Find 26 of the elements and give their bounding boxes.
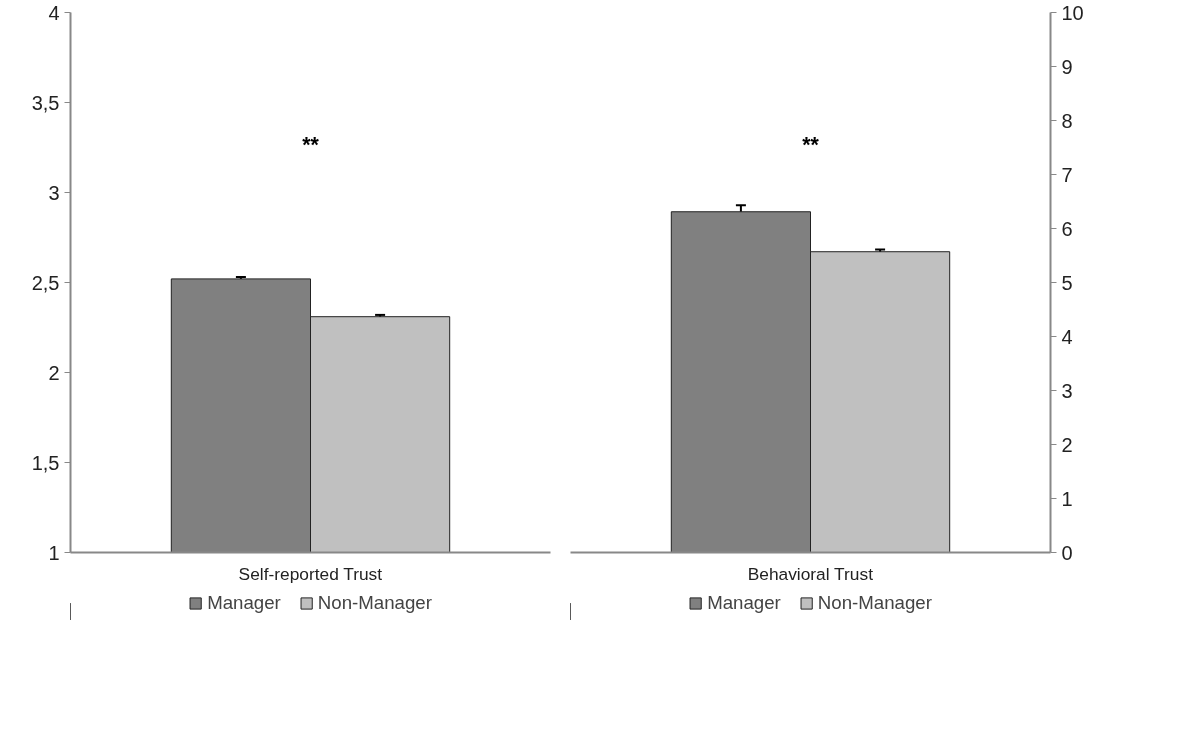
y-tick-label: 8 [1061, 109, 1073, 132]
y-tick-label: 4 [1061, 325, 1073, 348]
y-tick-label: 1,5 [31, 451, 60, 474]
y-tick-label: 10 [1061, 1, 1084, 24]
y-tick-label: 3 [1061, 379, 1073, 402]
y-tick-label: 2,5 [31, 271, 60, 294]
y-tick-label: 7 [1061, 163, 1073, 186]
legend-label: Manager [207, 592, 281, 614]
y-tick-label: 0 [1061, 541, 1073, 564]
y-tick-label: 6 [1061, 217, 1073, 240]
x-tick-label: Self-reported Trust [238, 563, 383, 584]
y-tick-label: 1 [1061, 487, 1073, 510]
annotation: ** [802, 132, 820, 157]
y-tick-label: 3,5 [31, 91, 60, 114]
legend-label: Non-Manager [317, 592, 432, 614]
annotation: ** [302, 132, 320, 157]
x-tick-label: Behavioral Trust [747, 563, 874, 584]
y-tick-label: 2 [1061, 433, 1073, 456]
y-tick-label: 5 [1061, 271, 1073, 294]
y-tick-label: 9 [1061, 55, 1073, 78]
legend-label: Manager [707, 592, 781, 614]
y-tick-label: 1 [48, 541, 60, 564]
y-tick-label: 3 [48, 181, 60, 204]
y-tick-label: 2 [48, 361, 60, 384]
y-tick-label: 4 [48, 1, 60, 24]
legend-label: Non-Manager [817, 592, 932, 614]
